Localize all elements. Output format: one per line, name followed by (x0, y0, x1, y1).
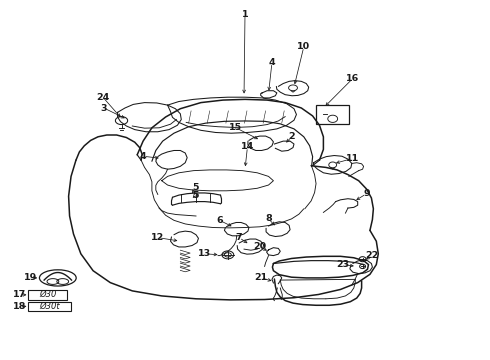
Text: 12: 12 (151, 233, 165, 242)
Text: 3: 3 (100, 104, 107, 112)
Text: 10: 10 (297, 42, 310, 51)
Text: Ø30t: Ø30t (39, 302, 60, 311)
Text: 17: 17 (13, 290, 26, 300)
Text: 19: 19 (24, 274, 37, 282)
Text: 16: 16 (346, 74, 360, 83)
Text: 15: 15 (229, 123, 242, 132)
Text: 2: 2 (288, 132, 295, 141)
Text: Ø30: Ø30 (39, 290, 56, 300)
Text: 21: 21 (254, 274, 268, 282)
Text: 6: 6 (216, 216, 223, 225)
FancyBboxPatch shape (28, 290, 67, 300)
Text: 13: 13 (198, 249, 211, 258)
Text: 7: 7 (236, 233, 243, 242)
Text: 5: 5 (192, 191, 198, 199)
Text: 8: 8 (265, 214, 272, 223)
Text: 22: 22 (365, 251, 378, 260)
Text: 4: 4 (269, 58, 275, 67)
Text: 14: 14 (241, 143, 254, 152)
Text: 23: 23 (337, 260, 349, 269)
Text: 24: 24 (96, 93, 110, 102)
FancyBboxPatch shape (28, 302, 71, 311)
Text: 11: 11 (346, 154, 360, 163)
Text: 5: 5 (192, 183, 198, 192)
Text: 4: 4 (140, 152, 147, 161)
Text: 20: 20 (253, 242, 266, 251)
Text: 18: 18 (13, 302, 26, 311)
Text: 9: 9 (363, 189, 370, 198)
FancyBboxPatch shape (316, 105, 349, 124)
Text: 1: 1 (242, 10, 248, 19)
